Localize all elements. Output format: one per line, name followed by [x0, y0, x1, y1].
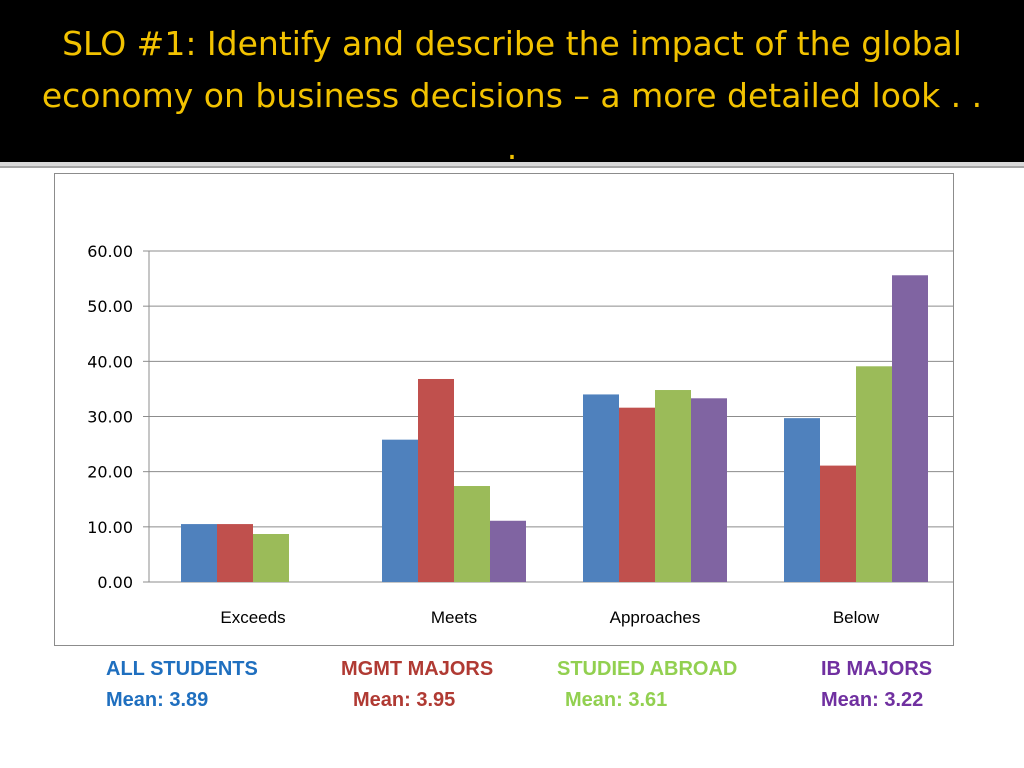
x-tick-label-exceeds: Exceeds: [220, 608, 285, 627]
chart-frame: 0.00 10.00 20.00 30.00 40.00 50.00 60.00 Exceed…: [54, 173, 954, 646]
bar-ib-majors-meets: [490, 520, 526, 582]
slide-title: SLO #1: Identify and describe the impact…: [41, 24, 983, 167]
bar-chart: 0.00 10.00 20.00 30.00 40.00 50.00 60.00 Exceed…: [87, 242, 953, 627]
bar-studied-abroad-meets: [454, 486, 490, 582]
bar-ib-majors-below: [892, 275, 928, 582]
legend-all-students: ALL STUDENTS Mean: 3.89: [106, 654, 258, 716]
title-bar: [0, 0, 1024, 162]
y-tick-label-5: 50.00: [87, 297, 133, 316]
legend-mean-all-students: Mean: 3.89: [106, 689, 209, 711]
bar-mgmt-majors-exceeds: [217, 524, 253, 582]
bar-ib-majors-approaches: [691, 398, 727, 582]
bar-mgmt-majors-below: [820, 465, 856, 582]
bar-all-students-exceeds: [181, 524, 217, 582]
bar-studied-abroad-exceeds: [253, 534, 289, 582]
bar-studied-abroad-approaches: [655, 390, 691, 582]
legend-label-mgmt-majors: MGMT MAJORS: [341, 658, 494, 680]
bar-all-students-approaches: [583, 394, 619, 582]
bar-studied-abroad-below: [856, 366, 892, 582]
x-tick-label-below: Below: [833, 608, 880, 627]
legend-label-all-students: ALL STUDENTS: [106, 658, 258, 680]
y-tick-label-2: 20.00: [87, 463, 133, 482]
legend-studied-abroad: STUDIED ABROAD Mean: 3.61: [557, 654, 737, 716]
legend-mgmt-majors: MGMT MAJORS Mean: 3.95: [341, 654, 493, 716]
legend-mean-mgmt-majors: Mean: 3.95: [353, 689, 456, 711]
legend-ib-majors: IB MAJORS Mean: 3.22: [821, 654, 932, 716]
bar-mgmt-majors-meets: [418, 378, 454, 582]
legend-mean-studied-abroad: Mean: 3.61: [565, 689, 668, 711]
legend-mean-ib-majors: Mean: 3.22: [821, 689, 924, 711]
title-divider: [0, 162, 1024, 166]
bar-mgmt-majors-approaches: [619, 407, 655, 582]
bar-all-students-below: [784, 418, 820, 582]
legend-label-studied-abroad: STUDIED ABROAD: [557, 658, 738, 680]
y-tick-label-0: 0.00: [97, 573, 133, 592]
bar-all-students-meets: [382, 439, 418, 582]
y-tick-label-4: 40.00: [87, 352, 133, 371]
title-divider-shadow: [0, 166, 1024, 168]
x-tick-label-approaches: Approaches: [610, 608, 701, 627]
x-tick-label-meets: Meets: [431, 608, 477, 627]
y-tick-label-6: 60.00: [87, 242, 133, 261]
y-tick-label-1: 10.00: [87, 518, 133, 537]
y-tick-label-3: 30.00: [87, 408, 133, 427]
legend-label-ib-majors: IB MAJORS: [821, 658, 933, 680]
